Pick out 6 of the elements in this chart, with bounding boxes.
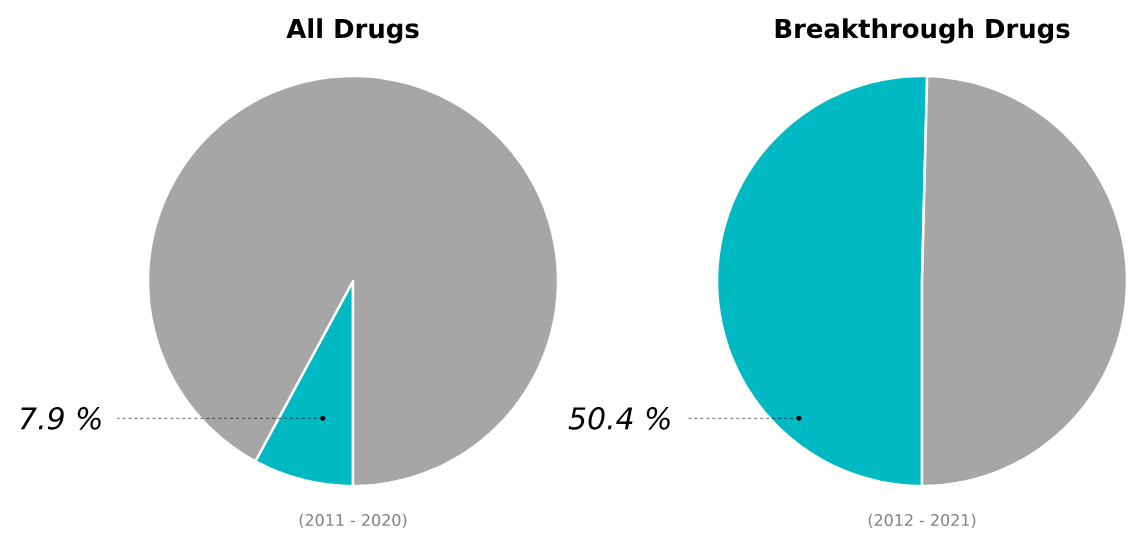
chart-title: Breakthrough Drugs (775, 18, 1070, 44)
data-label: 7.9 % (20, 407, 101, 430)
chart-title: All Drugs (286, 18, 419, 44)
text: (2011 - 2020) (299, 513, 407, 528)
text: (2012 - 2021) (868, 513, 976, 528)
data-label: 50.4 % (568, 407, 670, 430)
